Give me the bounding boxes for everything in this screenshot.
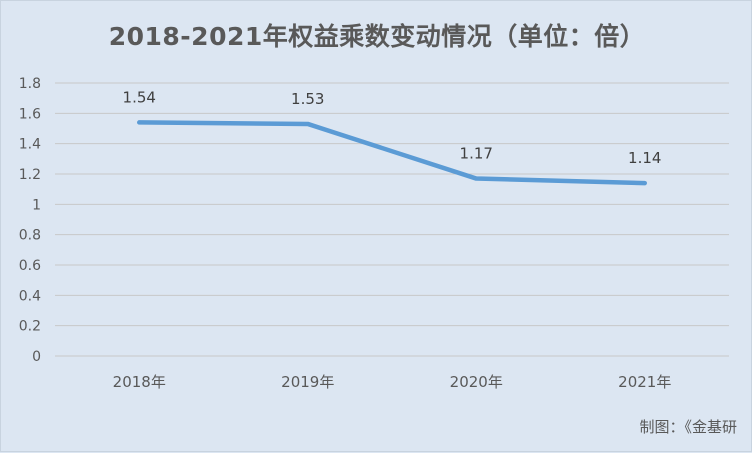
y-tick-label: 0 <box>32 349 41 365</box>
data-label: 1.14 <box>628 149 661 167</box>
x-tick-label: 2021年 <box>618 373 671 391</box>
y-tick-label: 1.2 <box>19 167 41 183</box>
data-label: 1.53 <box>291 90 324 108</box>
x-tick-label: 2018年 <box>113 373 166 391</box>
y-tick-label: 1.6 <box>19 106 41 122</box>
y-tick-label: 1.4 <box>19 137 41 153</box>
y-axis-ticks: 0 0.2 0.4 0.6 0.8 1 1.2 1.4 1.6 1.8 <box>19 76 41 365</box>
series-line <box>137 120 647 186</box>
data-labels: 1.54 1.53 1.17 1.14 <box>123 88 662 167</box>
chart-title: 2018-2021年权益乘数变动情况（单位：倍） <box>108 22 646 51</box>
x-axis-ticks: 2018年 2019年 2020年 2021年 <box>113 373 672 391</box>
y-tick-label: 0.4 <box>19 288 41 304</box>
x-tick-label: 2019年 <box>281 373 334 391</box>
data-label: 1.54 <box>123 88 156 106</box>
x-tick-label: 2020年 <box>450 373 503 391</box>
y-tick-label: 0.6 <box>19 258 41 274</box>
y-tick-label: 1 <box>32 197 41 213</box>
series-lines <box>137 120 647 186</box>
source-note: 制图：《金基研 <box>639 418 737 436</box>
grid-lines <box>55 82 729 357</box>
y-tick-label: 1.8 <box>19 76 41 92</box>
y-tick-label: 0.8 <box>19 228 41 244</box>
data-label: 1.17 <box>460 145 493 163</box>
y-tick-label: 0.2 <box>19 319 41 335</box>
